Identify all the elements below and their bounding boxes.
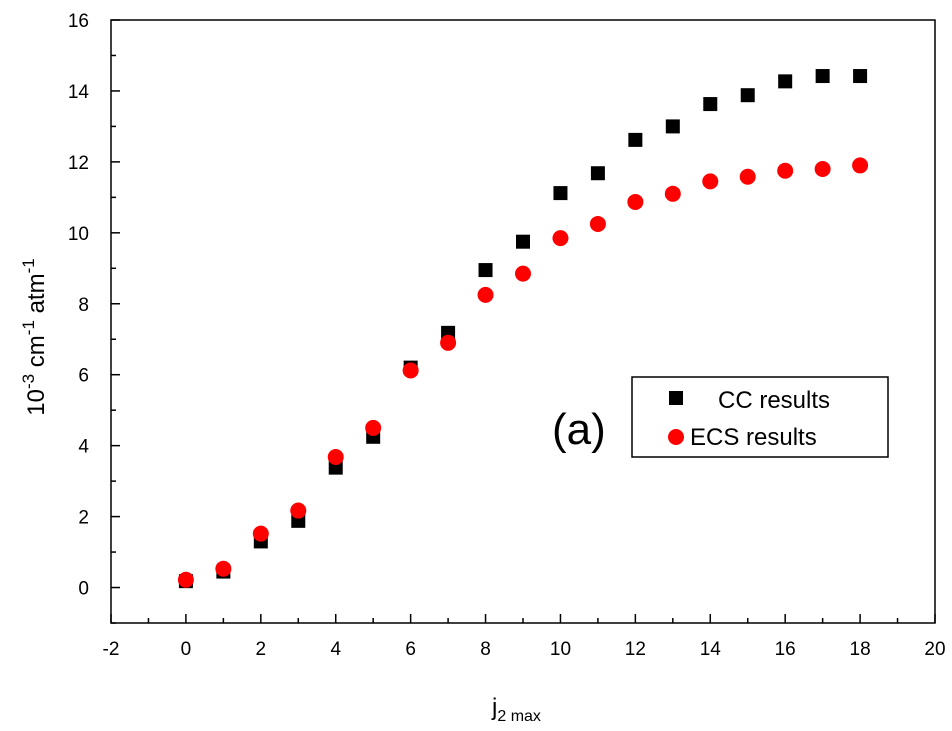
ecs-point (327, 448, 344, 465)
legend: CC results ECS results (631, 376, 889, 458)
panel-label: (a) (552, 405, 606, 454)
cc-point (590, 166, 605, 181)
x-tick-label: 14 (700, 639, 722, 660)
ecs-point (739, 168, 756, 185)
ecs-point (702, 173, 719, 190)
ecs-point (440, 334, 457, 351)
cc-point (516, 234, 530, 249)
x-tick-label: -2 (103, 639, 120, 660)
legend-circle-marker (668, 429, 684, 445)
cc-point (740, 88, 755, 103)
ecs-point (777, 162, 794, 179)
ecs-point (252, 525, 269, 542)
ecs-point (402, 362, 419, 379)
cc-point (703, 97, 718, 112)
legend-label-ecs: ECS results (690, 424, 817, 451)
ecs-point (552, 230, 569, 247)
x-tick-label: 16 (775, 639, 796, 660)
data-points (177, 69, 869, 589)
plot-border (110, 19, 936, 624)
x-tick-label: 2 (256, 639, 267, 660)
y-tick-label: 16 (68, 11, 89, 32)
ecs-point (515, 265, 531, 282)
ecs-point (589, 215, 606, 232)
cc-point (815, 69, 830, 84)
ecs-point (814, 160, 831, 177)
plot-area (110, 19, 936, 624)
y-tick-label: 2 (78, 508, 89, 529)
x-tick-labels: -2 0 2 4 6 8 10 12 14 16 18 20 (103, 639, 946, 660)
ecs-point (290, 502, 307, 519)
y-tick-label: 0 (78, 579, 89, 600)
ecs-point (365, 419, 382, 436)
ecs-point (852, 157, 869, 174)
ecs-point (477, 286, 494, 303)
cc-point (628, 132, 643, 147)
y-tick-label: 4 (78, 437, 89, 458)
cc-point (665, 119, 680, 134)
x-tick-label: 8 (480, 639, 491, 660)
y-axis-title: 10-3 cm-1 atm-1 (19, 258, 50, 415)
x-tick-label: 18 (850, 639, 871, 660)
x-axis-title: j2 max (491, 694, 541, 725)
x-tick-label: 10 (550, 639, 571, 660)
cc-point (478, 263, 493, 278)
ecs-point (215, 560, 232, 577)
y-tick-labels: 0 2 4 6 8 10 12 14 16 (68, 11, 90, 600)
cc-point (553, 186, 568, 201)
cc-point (853, 69, 868, 84)
y-tick-label: 8 (78, 295, 89, 316)
x-tick-label: 0 (181, 639, 192, 660)
y-tick-label: 10 (68, 224, 89, 245)
y-tick-label: 14 (68, 82, 90, 103)
legend-square-marker (669, 391, 683, 405)
y-tick-label: 12 (68, 153, 89, 174)
axis-ticks (110, 19, 936, 624)
ecs-point (664, 185, 681, 202)
ecs-point (627, 193, 644, 210)
legend-label-cc: CC results (718, 387, 830, 414)
y-tick-label: 6 (78, 366, 89, 387)
x-tick-label: 12 (625, 639, 646, 660)
cc-point (778, 74, 793, 89)
x-tick-label: 20 (924, 639, 945, 660)
x-tick-label: 6 (405, 639, 416, 660)
x-tick-label: 4 (330, 639, 341, 660)
ecs-point (177, 571, 194, 588)
